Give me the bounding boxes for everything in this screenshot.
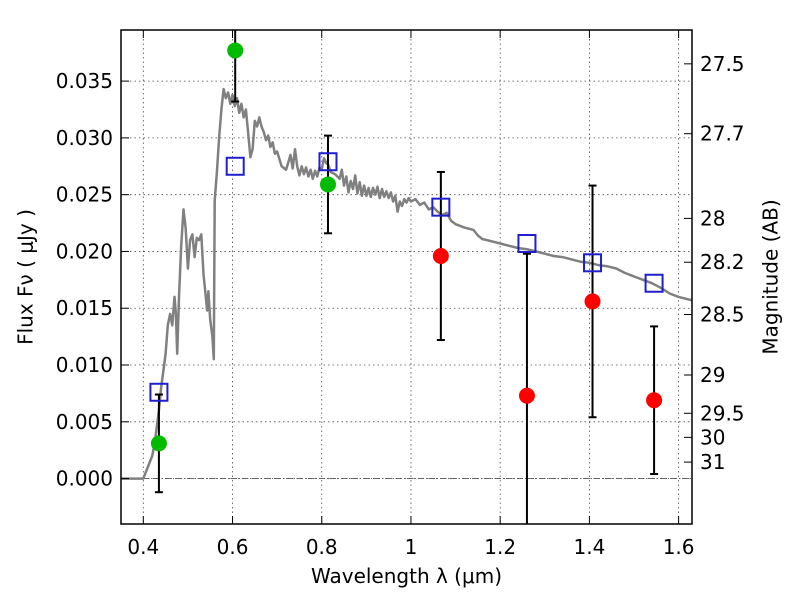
y2-tick-label: 28.5 xyxy=(700,302,745,326)
model-photometry-square xyxy=(149,382,169,402)
plot-frame xyxy=(120,29,693,525)
y-tick-label: 0.025 xyxy=(56,183,113,207)
model-photometry-square xyxy=(225,156,245,176)
x-tick-label: 1.2 xyxy=(484,535,516,559)
non-detection-point xyxy=(432,247,449,264)
x-tick-label: 0.8 xyxy=(306,535,338,559)
y-tick-label: 0.015 xyxy=(56,296,113,320)
y-tick-label: 0.005 xyxy=(56,410,113,434)
non-detection-point xyxy=(584,293,601,310)
x-tick-label: 0.6 xyxy=(217,535,249,559)
y-tick-label: 0.030 xyxy=(56,126,113,150)
y2-axis-title: Magnitude (AB) xyxy=(759,199,783,354)
y-tick-label: 0.035 xyxy=(56,69,113,93)
detection-point xyxy=(319,176,336,193)
grid-lines xyxy=(121,30,692,524)
y2-tick-label: 27.7 xyxy=(700,122,745,146)
x-tick-label: 1.6 xyxy=(663,535,695,559)
y2-tick-label: 30 xyxy=(700,425,725,449)
model-photometry-square xyxy=(318,152,338,172)
x-axis-title: Wavelength λ (μm) xyxy=(311,564,502,588)
x-tick-label: 0.4 xyxy=(127,535,159,559)
y-tick-label: 0.000 xyxy=(56,467,113,491)
y2-tick-label: 28.2 xyxy=(700,250,745,274)
y-tick-label: 0.010 xyxy=(56,353,113,377)
model-photometry-square xyxy=(644,273,664,293)
ticks: 0.4 0.6 0.8 1 1.2 1.4 1.6 0.000 0.005 0.010 0.015 0… xyxy=(56,30,745,559)
y2-tick-label: 28 xyxy=(700,206,725,230)
y-tick-label: 0.020 xyxy=(56,239,113,263)
model-photometry-square xyxy=(517,233,537,253)
y2-tick-label: 29 xyxy=(700,363,725,387)
non-detection-point xyxy=(518,387,535,404)
y2-tick-label: 31 xyxy=(700,450,725,474)
y2-tick-label: 27.5 xyxy=(700,52,745,76)
x-tick-label: 1.4 xyxy=(573,535,605,559)
model-photometry-square xyxy=(583,253,603,273)
non-detection-point xyxy=(646,392,663,409)
model-photometry-square xyxy=(431,197,451,217)
detection-point xyxy=(227,42,244,59)
x-tick-label: 1 xyxy=(405,535,418,559)
y-axis-title: Flux Fν ( μJy ) xyxy=(14,209,38,345)
model-spectrum-line xyxy=(121,87,692,480)
detection-point xyxy=(150,435,167,452)
plot-area xyxy=(121,30,692,524)
y2-tick-label: 29.5 xyxy=(700,401,745,425)
